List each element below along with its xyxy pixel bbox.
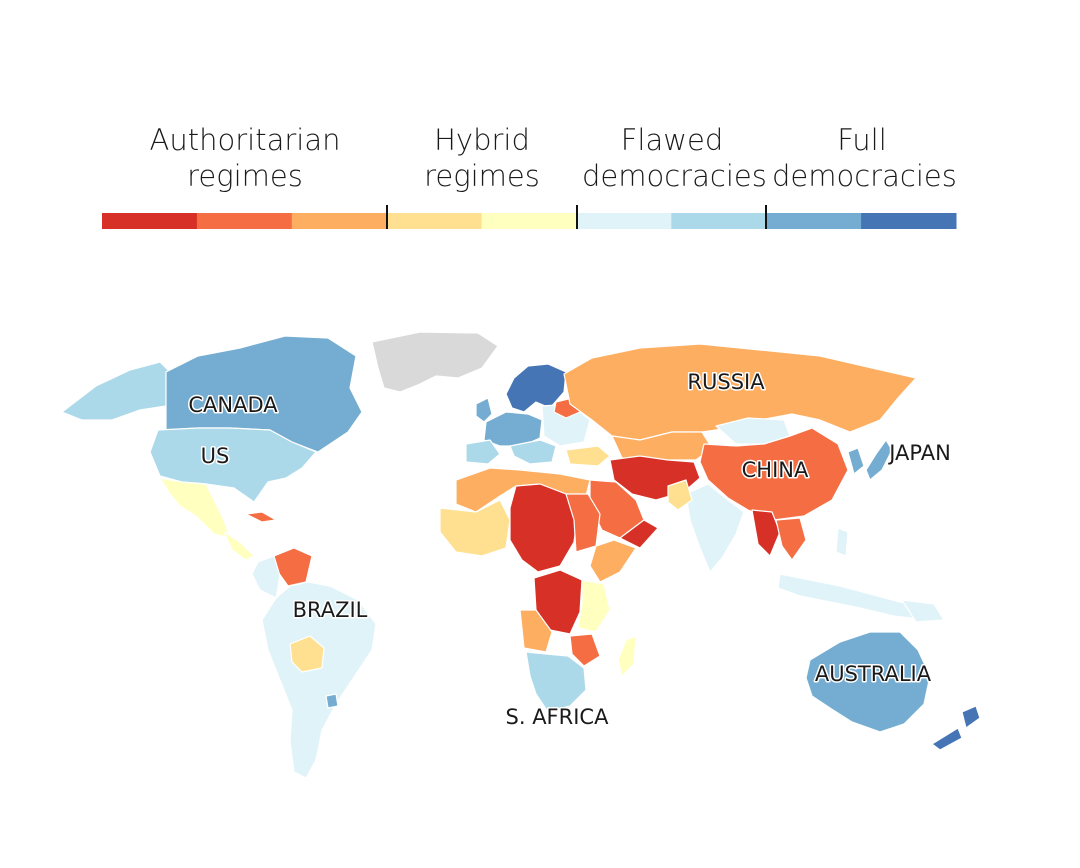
region-west-africa: [439, 499, 511, 557]
region-mexico: [159, 477, 231, 539]
legend-swatch-7: [671, 213, 767, 229]
region-pakistan: [667, 479, 693, 511]
legend-swatch-5: [481, 213, 577, 229]
region-madagascar: [617, 635, 637, 677]
label-australia: AUSTRALIA: [815, 662, 932, 686]
region-mozambique: [569, 633, 601, 667]
legend-title-hybrid: Hybrid regimes: [402, 122, 562, 194]
legend-title-hybrid-line1: Hybrid: [434, 123, 530, 157]
region-indochina: [775, 517, 807, 561]
region-southern-europe: [465, 439, 557, 465]
region-sahel: [509, 483, 579, 573]
region-usa: [149, 427, 317, 503]
legend-swatch-6: [576, 213, 672, 229]
legend-swatch-3: [291, 213, 388, 229]
region-japan: [865, 439, 893, 481]
region-cuba: [245, 511, 277, 523]
legend-swatch-2: [196, 213, 293, 229]
label-china: CHINA: [742, 458, 809, 482]
legend-title-authoritarian: Authoritarian regimes: [145, 122, 345, 194]
region-alaska: [61, 361, 171, 421]
region-east-africa: [577, 579, 611, 633]
region-colombia: [251, 555, 281, 599]
region-china: [699, 427, 849, 521]
region-angola: [519, 609, 553, 653]
label-canada: CANADA: [188, 393, 278, 417]
region-greenland: [371, 331, 499, 393]
legend-swatch-4: [386, 213, 483, 229]
region-uk: [475, 397, 493, 423]
region-southern-africa: [525, 651, 587, 713]
region-philippines: [835, 527, 849, 557]
legend-title-authoritarian-line1: Authoritarian: [149, 123, 341, 157]
label-brazil: BRAZIL: [293, 598, 368, 622]
region-uruguay: [325, 693, 339, 709]
region-new-zealand: [931, 705, 981, 751]
label-russia: RUSSIA: [687, 370, 765, 394]
region-horn-of-africa: [589, 539, 637, 583]
legend-title-flawed-line2: democracies: [582, 159, 767, 193]
legend-swatch-1: [102, 213, 198, 229]
legend-color-scale: [102, 205, 957, 229]
legend-title-authoritarian-line2: regimes: [187, 159, 303, 193]
legend-title-flawed: Flawed democracies: [582, 122, 767, 194]
legend-title-full-line1: Full: [837, 123, 887, 157]
region-myanmar: [751, 509, 781, 557]
label-south-africa: S. AFRICA: [506, 705, 610, 729]
label-us: US: [201, 444, 230, 468]
region-india: [685, 483, 745, 573]
legend-swatch-9: [861, 213, 957, 229]
region-south-america: [261, 581, 377, 779]
legend-title-full-line2: democracies: [772, 159, 957, 193]
legend-title-hybrid-line2: regimes: [424, 159, 540, 193]
legend-title-full: Full democracies: [772, 122, 957, 194]
region-scandinavia: [505, 363, 567, 413]
region-bolivia: [289, 635, 325, 673]
region-central-america: [223, 531, 255, 561]
legend-swatch-8: [766, 213, 862, 229]
label-japan: JAPAN: [887, 441, 951, 465]
region-yemen: [619, 519, 659, 549]
legend-title-flawed-line1: Flawed: [620, 123, 724, 157]
region-korea: [847, 447, 865, 475]
region-papua: [901, 599, 945, 623]
region-australia: [805, 631, 931, 733]
region-indonesia: [777, 573, 933, 621]
region-turkey: [565, 445, 611, 467]
